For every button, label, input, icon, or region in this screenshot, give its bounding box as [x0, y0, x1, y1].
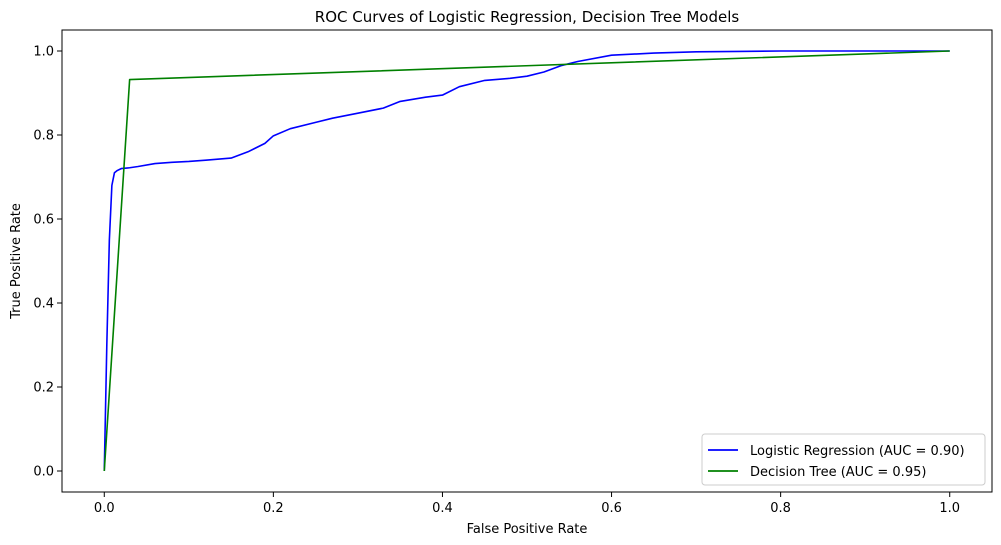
series-line-logistic-regression — [103, 50, 950, 472]
y-axis-label: True Positive Rate — [9, 203, 24, 320]
y-tick-label: 0.8 — [33, 129, 54, 144]
x-tick-label: 0.4 — [432, 501, 453, 516]
legend-box — [701, 433, 986, 486]
y-tick-label: 0.6 — [33, 213, 54, 228]
x-tick-label: 0.0 — [94, 501, 115, 516]
x-axis-ticks: 0.0 0.2 0.4 0.6 0.8 1.0 — [94, 492, 960, 516]
chart-title: ROC Curves of Logistic Regression, Decis… — [315, 8, 740, 26]
y-axis-ticks: 0.0 0.2 0.4 0.6 0.8 1.0 — [33, 45, 62, 480]
series-layer — [103, 50, 950, 472]
x-tick-label: 0.2 — [263, 501, 284, 516]
x-tick-label: 0.8 — [770, 501, 791, 516]
x-tick-label: 0.6 — [601, 501, 622, 516]
legend-entry-decision-tree: Decision Tree (AUC = 0.95) — [750, 465, 926, 480]
series-line-decision-tree — [103, 50, 950, 472]
y-tick-label: 0.2 — [33, 381, 54, 396]
y-tick-label: 0.4 — [33, 297, 54, 312]
y-tick-label: 0.0 — [33, 465, 54, 480]
y-tick-label: 1.0 — [33, 45, 54, 60]
x-tick-label: 1.0 — [939, 501, 960, 516]
legend-entry-logistic-regression: Logistic Regression (AUC = 0.90) — [750, 444, 965, 459]
plot-area-frame — [61, 29, 993, 493]
x-axis-label: False Positive Rate — [467, 522, 588, 537]
legend: Logistic Regression (AUC = 0.90) Decisio… — [701, 433, 986, 486]
